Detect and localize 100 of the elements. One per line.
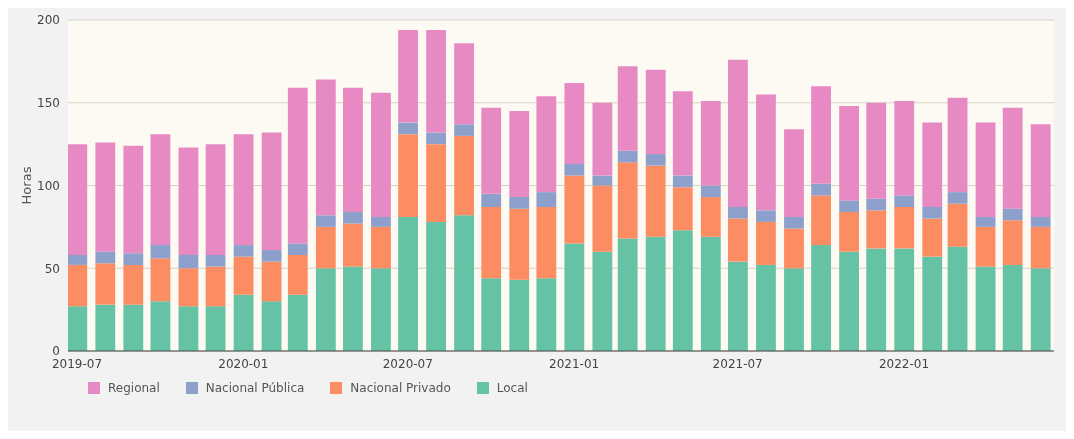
bar bbox=[839, 106, 859, 201]
bar bbox=[398, 29, 418, 123]
bar bbox=[617, 150, 638, 163]
bar bbox=[672, 175, 693, 188]
bar bbox=[564, 175, 585, 244]
bar bbox=[123, 253, 144, 265]
bar bbox=[811, 183, 831, 196]
bar bbox=[178, 268, 199, 307]
x-tick-label: 2020-07 bbox=[382, 356, 433, 371]
bar bbox=[756, 94, 776, 211]
bar bbox=[728, 207, 748, 219]
bar bbox=[700, 185, 721, 198]
bar bbox=[287, 243, 308, 256]
bar bbox=[233, 294, 254, 351]
bar bbox=[617, 238, 638, 351]
bar bbox=[371, 268, 391, 351]
bar bbox=[426, 144, 446, 222]
bar bbox=[866, 102, 887, 199]
x-tick-label: 2021-01 bbox=[549, 356, 600, 371]
bar bbox=[454, 215, 474, 351]
bar bbox=[975, 266, 996, 351]
bar bbox=[233, 256, 254, 295]
bar bbox=[592, 185, 613, 252]
bar bbox=[947, 246, 968, 351]
bar bbox=[975, 122, 996, 217]
bar bbox=[592, 251, 613, 351]
legend-label: Nacional Pública bbox=[205, 381, 305, 395]
bar bbox=[947, 203, 968, 247]
bar bbox=[371, 226, 391, 269]
bar bbox=[150, 245, 171, 259]
bar bbox=[371, 92, 391, 217]
bar bbox=[728, 218, 748, 262]
bar bbox=[509, 197, 530, 209]
bar bbox=[287, 87, 308, 244]
legend-label: Nacional Privado bbox=[350, 381, 451, 395]
bar bbox=[287, 294, 308, 351]
bar bbox=[756, 221, 776, 265]
bar bbox=[975, 216, 996, 227]
bar bbox=[700, 101, 721, 186]
x-tick-label: 2019-07 bbox=[51, 356, 103, 371]
bar bbox=[784, 129, 804, 217]
bar bbox=[672, 187, 693, 231]
y-tick-label: 50 bbox=[44, 261, 60, 276]
x-tick-label: 2022-01 bbox=[878, 356, 930, 371]
bar bbox=[811, 195, 831, 246]
bar bbox=[205, 266, 226, 307]
bar bbox=[839, 200, 859, 212]
bar bbox=[481, 278, 502, 351]
bar bbox=[922, 122, 943, 208]
bar bbox=[123, 304, 144, 351]
bar bbox=[509, 111, 530, 198]
bar bbox=[481, 207, 502, 279]
bar bbox=[205, 306, 226, 351]
bar bbox=[205, 144, 226, 256]
bar bbox=[922, 256, 943, 351]
bar bbox=[95, 304, 116, 351]
bar bbox=[564, 243, 585, 351]
bar bbox=[866, 198, 887, 211]
bar bbox=[509, 208, 530, 280]
bar bbox=[700, 197, 721, 237]
bar bbox=[947, 192, 968, 204]
bar bbox=[645, 165, 666, 237]
bar bbox=[398, 134, 418, 217]
bar bbox=[426, 221, 446, 351]
bar bbox=[975, 226, 996, 267]
y-axis-title: Horas bbox=[18, 166, 34, 205]
bar bbox=[68, 144, 88, 256]
bar bbox=[1002, 208, 1023, 221]
bar bbox=[343, 87, 363, 212]
bar bbox=[233, 245, 254, 257]
bar bbox=[1030, 226, 1051, 269]
bar bbox=[564, 163, 585, 176]
bar bbox=[564, 82, 585, 164]
bar bbox=[1002, 107, 1023, 209]
bar bbox=[454, 135, 474, 216]
bar bbox=[509, 279, 530, 351]
bar bbox=[894, 207, 915, 249]
bar bbox=[592, 175, 613, 186]
bar bbox=[315, 79, 336, 216]
y-tick-label: 150 bbox=[37, 96, 60, 111]
bar bbox=[287, 255, 308, 295]
bar bbox=[178, 306, 199, 351]
bar bbox=[947, 97, 968, 193]
y-tick-label: 0 bbox=[52, 344, 60, 359]
y-tick-label: 200 bbox=[37, 13, 60, 28]
bar bbox=[315, 215, 336, 227]
bar bbox=[866, 210, 887, 249]
bar bbox=[454, 43, 474, 125]
bar bbox=[645, 236, 666, 351]
bar bbox=[894, 195, 915, 208]
bar bbox=[454, 124, 474, 136]
bar bbox=[728, 59, 748, 208]
bar bbox=[811, 245, 831, 351]
bar bbox=[261, 261, 282, 302]
bar bbox=[315, 268, 336, 351]
bar bbox=[1030, 216, 1051, 227]
bar bbox=[1030, 268, 1051, 351]
bar bbox=[728, 261, 748, 351]
bar bbox=[617, 66, 638, 151]
x-tick-label: 2021-07 bbox=[712, 356, 763, 371]
